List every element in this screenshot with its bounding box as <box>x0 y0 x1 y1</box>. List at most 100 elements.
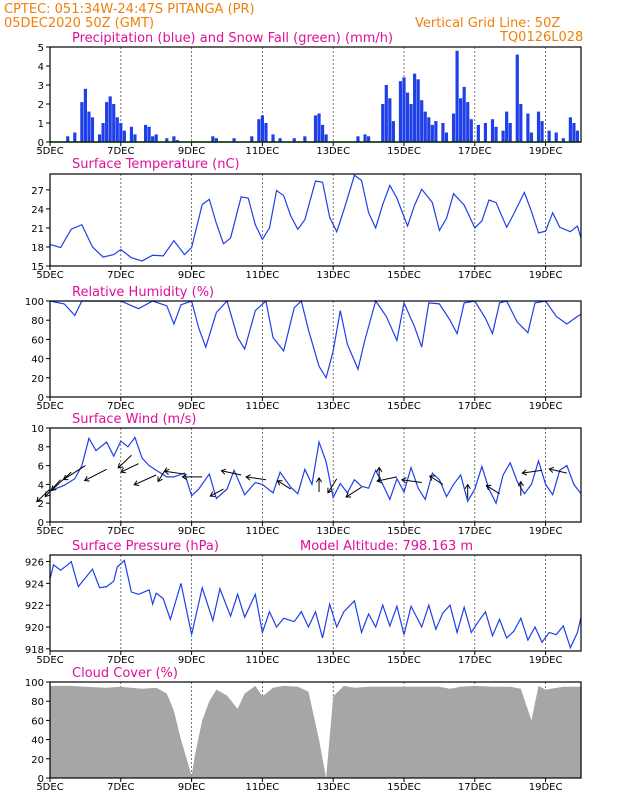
x-tick-label: 7DEC <box>107 146 134 157</box>
wind-vector <box>221 470 242 476</box>
wind-vector <box>117 454 132 469</box>
x-tick-label: 13DEC <box>316 146 350 157</box>
wind-vector <box>120 463 139 473</box>
x-tick-label: 13DEC <box>316 655 350 666</box>
wind-vector <box>157 467 168 482</box>
wind-vector <box>429 475 444 485</box>
wind-arrowhead <box>163 468 170 475</box>
precip-bar <box>561 138 565 142</box>
header: CPTEC: 051:34W-24:47S PITANGA (PR) 05DEC… <box>4 2 583 45</box>
plot-frame <box>49 554 582 652</box>
y-tick-label: 4 <box>38 480 44 491</box>
precip-bar <box>151 136 155 142</box>
wind-vector <box>164 470 185 475</box>
wind-arrowhead <box>517 480 524 487</box>
precip-bar <box>73 132 77 142</box>
x-tick-label: 9DEC <box>178 270 205 281</box>
x-tick-label: 11DEC <box>246 782 280 793</box>
x-tick-label: 17DEC <box>458 146 492 157</box>
plot-frame <box>49 681 582 779</box>
precip-bar <box>494 126 498 142</box>
y-tick-label: 20 <box>31 374 44 385</box>
precip-bar <box>508 123 512 142</box>
x-tick-label: 17DEC <box>458 401 492 412</box>
precip-bar <box>430 124 434 142</box>
x-tick-label: 9DEC <box>178 782 205 793</box>
x-tick-label: 17DEC <box>458 655 492 666</box>
x-tick-label: 7DEC <box>107 270 134 281</box>
precip-bar <box>90 117 95 142</box>
location-title: CPTEC: 051:34W-24:47S PITANGA (PR) <box>4 2 255 17</box>
y-tick-label: 100 <box>25 678 44 689</box>
y-tick-label: 0 <box>38 138 44 149</box>
cloud-title: Cloud Cover (%) <box>72 666 178 681</box>
x-tick-label: 15DEC <box>387 270 421 281</box>
wind-vector <box>327 478 338 494</box>
wind-arrowhead <box>548 466 555 473</box>
precip-bar <box>388 98 392 142</box>
wind-vector <box>44 479 61 497</box>
precip-bar <box>260 115 264 142</box>
precip-bar <box>391 121 395 142</box>
wind-arrowhead <box>181 473 187 480</box>
wind-arrowhead <box>276 480 283 486</box>
wind-vector <box>210 488 224 497</box>
y-tick-label: 0 <box>38 518 44 529</box>
wind-arrowhead <box>428 475 435 481</box>
wind-vector <box>133 474 157 486</box>
precip-bar <box>115 117 119 142</box>
precip-bar <box>147 126 151 142</box>
precip-bar <box>427 117 431 142</box>
panel-2 <box>46 173 582 270</box>
y-tick-label: 24 <box>31 205 44 216</box>
model-altitude: Model Altitude: 798.163 m <box>300 539 473 554</box>
wind-arrowhead <box>521 469 528 476</box>
precip-bar <box>409 104 413 142</box>
precip-bar <box>324 134 328 142</box>
x-tick-label: 9DEC <box>178 401 205 412</box>
x-tick-label: 15DEC <box>387 526 421 537</box>
precip-bar <box>529 132 534 142</box>
precip-bar <box>423 111 427 142</box>
y-tick-label: 40 <box>31 355 44 366</box>
precip-bar <box>143 124 148 142</box>
precip-bar <box>320 124 325 142</box>
precip-bar <box>122 130 126 142</box>
precip-bar <box>405 92 410 142</box>
x-tick-label: 11DEC <box>246 655 280 666</box>
plot-frame <box>49 46 582 143</box>
precip-bar <box>398 81 403 142</box>
wind-vector <box>63 465 86 481</box>
precip-bar <box>271 134 275 142</box>
y-tick-label: 80 <box>31 697 44 708</box>
y-tick-label: 924 <box>25 579 44 590</box>
precip-bar <box>172 136 176 142</box>
wind-vector <box>246 476 267 481</box>
x-tick-label: 11DEC <box>246 270 280 281</box>
x-tick-label: 15DEC <box>387 782 421 793</box>
x-tick-label: 5DEC <box>36 526 63 537</box>
wind-arrowhead <box>157 476 163 483</box>
precip-bar <box>108 96 112 142</box>
precip-bar <box>105 102 109 142</box>
x-tick-label: 19DEC <box>529 401 563 412</box>
x-tick-label: 19DEC <box>529 270 563 281</box>
series-line <box>49 299 582 380</box>
wind-arrowhead <box>245 474 251 481</box>
precip-bar <box>483 123 488 142</box>
y-tick-label: 926 <box>25 558 44 569</box>
y-tick-label: 920 <box>25 623 44 634</box>
precip-bar <box>264 123 268 142</box>
precip-bar <box>211 136 215 142</box>
y-tick-label: 100 <box>25 297 44 308</box>
x-tick-label: 9DEC <box>178 526 205 537</box>
x-tick-label: 7DEC <box>107 401 134 412</box>
wind-arrowhead <box>345 492 352 498</box>
wind-vector <box>51 471 72 491</box>
x-tick-label: 13DEC <box>316 526 350 537</box>
wind-arrowhead <box>120 467 126 474</box>
panel-6 <box>46 681 582 782</box>
plot-frame <box>49 427 582 523</box>
precip-bar <box>420 100 424 142</box>
precip-bar <box>459 98 463 142</box>
